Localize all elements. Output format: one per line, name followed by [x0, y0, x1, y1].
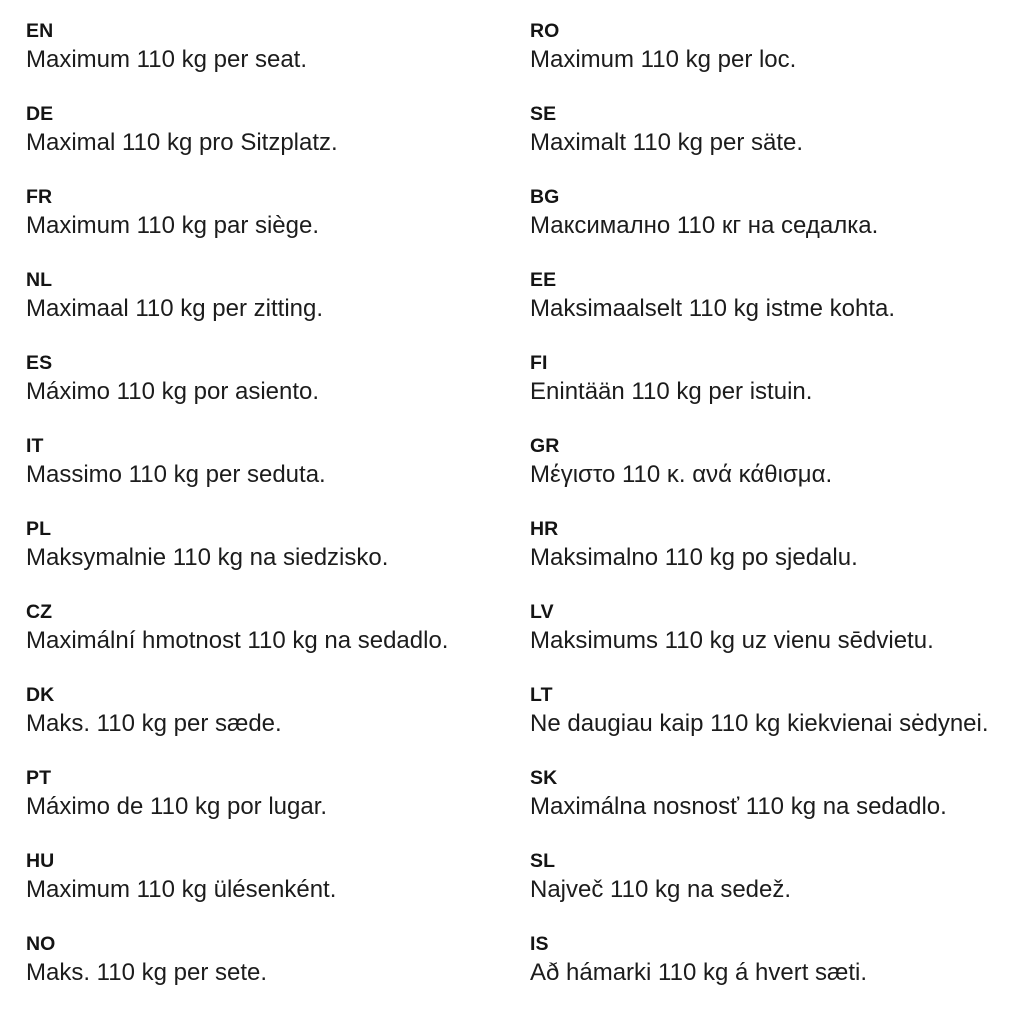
language-code: PL [26, 518, 52, 540]
language-text: Največ 110 kg na sedež. [530, 876, 792, 903]
language-code: IS [530, 933, 549, 955]
language-entry: HR Maksimalno 110 kg po sjedalu. [530, 516, 1024, 599]
language-code: LV [530, 601, 554, 623]
language-code: HU [26, 850, 55, 872]
language-code: NL [26, 269, 53, 291]
language-entry: LT Ne daugiau kaip 110 kg kiekvienai sėd… [530, 682, 1024, 765]
language-entry: SL Največ 110 kg na sedež. [530, 848, 1024, 931]
language-code: RO [530, 20, 560, 42]
language-text: Maks. 110 kg per sæde. [26, 710, 282, 737]
language-entry: BG Максимално 110 кг на седалка. [530, 184, 1024, 267]
language-text: Maksimalno 110 kg po sjedalu. [530, 544, 858, 571]
language-entry: DK Maks. 110 kg per sæde. [26, 682, 512, 765]
language-text: Maximum 110 kg ülésenként. [26, 876, 337, 903]
language-text: Ne daugiau kaip 110 kg kiekvienai sėdyne… [530, 710, 989, 737]
language-entry: EE Maksimaalselt 110 kg istme kohta. [530, 267, 1024, 350]
language-code: SL [530, 850, 556, 872]
language-entry: PT Máximo de 110 kg por lugar. [26, 765, 512, 848]
language-entry: HU Maximum 110 kg ülésenként. [26, 848, 512, 931]
language-text: Enintään 110 kg per istuin. [530, 378, 813, 405]
language-entry: PL Maksymalnie 110 kg na siedzisko. [26, 516, 512, 599]
language-text: Максимално 110 кг на седалка. [530, 212, 879, 239]
language-text: Máximo de 110 kg por lugar. [26, 793, 328, 820]
language-code: SK [530, 767, 558, 789]
language-text: Maximalt 110 kg per säte. [530, 129, 804, 156]
language-code: PT [26, 767, 52, 789]
language-text: Μέγιστο 110 κ. ανά κάθισμα. [530, 461, 833, 488]
language-code: FI [530, 352, 548, 374]
language-code: FR [26, 186, 53, 208]
language-text: Maximální hmotnost 110 kg na sedadlo. [26, 627, 449, 654]
language-entry: IS Að hámarki 110 kg á hvert sæti. [530, 931, 1024, 1014]
language-text: Maximum 110 kg per seat. [26, 46, 308, 73]
language-entry: SK Maximálna nosnosť 110 kg na sedadlo. [530, 765, 1024, 848]
language-text: Maximaal 110 kg per zitting. [26, 295, 324, 322]
language-text: Maksymalnie 110 kg na siedzisko. [26, 544, 389, 571]
language-entry: LV Maksimums 110 kg uz vienu sēdvietu. [530, 599, 1024, 682]
language-entry: FR Maximum 110 kg par siège. [26, 184, 512, 267]
language-entry: FI Enintään 110 kg per istuin. [530, 350, 1024, 433]
language-code: IT [26, 435, 44, 457]
right-column: RO Maximum 110 kg per loc. SE Maximalt 1… [512, 18, 1024, 1014]
language-entry: NL Maximaal 110 kg per zitting. [26, 267, 512, 350]
language-text: Máximo 110 kg por asiento. [26, 378, 320, 405]
language-entry: EN Maximum 110 kg per seat. [26, 18, 512, 101]
language-text: Maks. 110 kg per sete. [26, 959, 268, 986]
language-columns: EN Maximum 110 kg per seat. DE Maximal 1… [0, 18, 1024, 1014]
language-text: Maximal 110 kg pro Sitzplatz. [26, 129, 338, 156]
language-entry: CZ Maximální hmotnost 110 kg na sedadlo. [26, 599, 512, 682]
language-entry: GR Μέγιστο 110 κ. ανά κάθισμα. [530, 433, 1024, 516]
language-text: Maksimaalselt 110 kg istme kohta. [530, 295, 896, 322]
language-entry: SE Maximalt 110 kg per säte. [530, 101, 1024, 184]
language-entry: RO Maximum 110 kg per loc. [530, 18, 1024, 101]
language-text: Að hámarki 110 kg á hvert sæti. [530, 959, 868, 986]
language-code: NO [26, 933, 56, 955]
language-code: BG [530, 186, 560, 208]
language-code: GR [530, 435, 560, 457]
left-column: EN Maximum 110 kg per seat. DE Maximal 1… [0, 18, 512, 1014]
language-code: HR [530, 518, 559, 540]
language-code: DE [26, 103, 54, 125]
language-text: Maksimums 110 kg uz vienu sēdvietu. [530, 627, 934, 654]
language-code: LT [530, 684, 553, 706]
language-code: SE [530, 103, 557, 125]
language-text: Massimo 110 kg per seduta. [26, 461, 326, 488]
language-code: EN [26, 20, 54, 42]
language-code: ES [26, 352, 53, 374]
language-entry: NO Maks. 110 kg per sete. [26, 931, 512, 1014]
language-code: DK [26, 684, 55, 706]
language-entry: DE Maximal 110 kg pro Sitzplatz. [26, 101, 512, 184]
language-entry: IT Massimo 110 kg per seduta. [26, 433, 512, 516]
language-code: CZ [26, 601, 53, 623]
language-text: Maximum 110 kg par siège. [26, 212, 320, 239]
language-text: Maximálna nosnosť 110 kg na sedadlo. [530, 793, 947, 820]
language-code: EE [530, 269, 557, 291]
language-entry: ES Máximo 110 kg por asiento. [26, 350, 512, 433]
language-text: Maximum 110 kg per loc. [530, 46, 797, 73]
